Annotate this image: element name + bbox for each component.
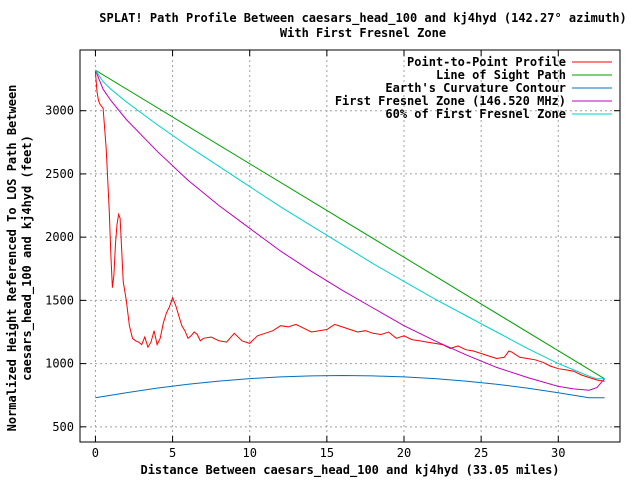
grid-layer: [80, 50, 620, 442]
x-tick-label: 0: [92, 446, 99, 460]
plot-frame: [79, 49, 621, 443]
y-tick-label: 1500: [45, 293, 74, 307]
y-tick-label: 2000: [45, 230, 74, 244]
y-tick-label: 3000: [45, 104, 74, 118]
series-line-4: [94, 69, 605, 380]
y-tick-label: 500: [52, 420, 74, 434]
series-line-1: [95, 69, 605, 380]
x-tick-label: 30: [551, 446, 565, 460]
x-tick-label: 15: [320, 446, 334, 460]
chart-title: SPLAT! Path Profile Between caesars_head…: [99, 11, 626, 26]
series-line-0: [94, 71, 605, 382]
legend-label: Point-to-Point Profile: [407, 55, 566, 69]
x-axis-label: Distance Between caesars_head_100 and kj…: [140, 463, 559, 478]
series-line-3: [94, 70, 605, 391]
tick-layer: 0 5 10 15 20 25 30 500 1000 1500 2000 2500 3000: [45, 50, 620, 460]
legend-label: 60% of First Fresnel Zone: [385, 107, 566, 121]
x-tick-label: 25: [474, 446, 488, 460]
x-tick-label: 20: [397, 446, 411, 460]
series-layer: [94, 69, 605, 399]
y-tick-label: 1000: [45, 357, 74, 371]
y-axis-label-line-1: Normalized Height Referenced To LOS Path…: [5, 85, 19, 432]
x-tick-label: 5: [169, 446, 176, 460]
legend-label: Earth's Curvature Contour: [385, 81, 566, 95]
series-line-2: [95, 374, 605, 399]
y-axis-label-line-2: caesars_head_100 and kj4hyd (feet): [20, 135, 35, 381]
y-tick-label: 2500: [45, 167, 74, 181]
chart-subtitle: With First Fresnel Zone: [280, 26, 446, 40]
legend-label: First Fresnel Zone (146.520 MHz): [335, 94, 566, 108]
x-tick-label: 10: [242, 446, 256, 460]
legend-label: Line of Sight Path: [436, 68, 566, 82]
